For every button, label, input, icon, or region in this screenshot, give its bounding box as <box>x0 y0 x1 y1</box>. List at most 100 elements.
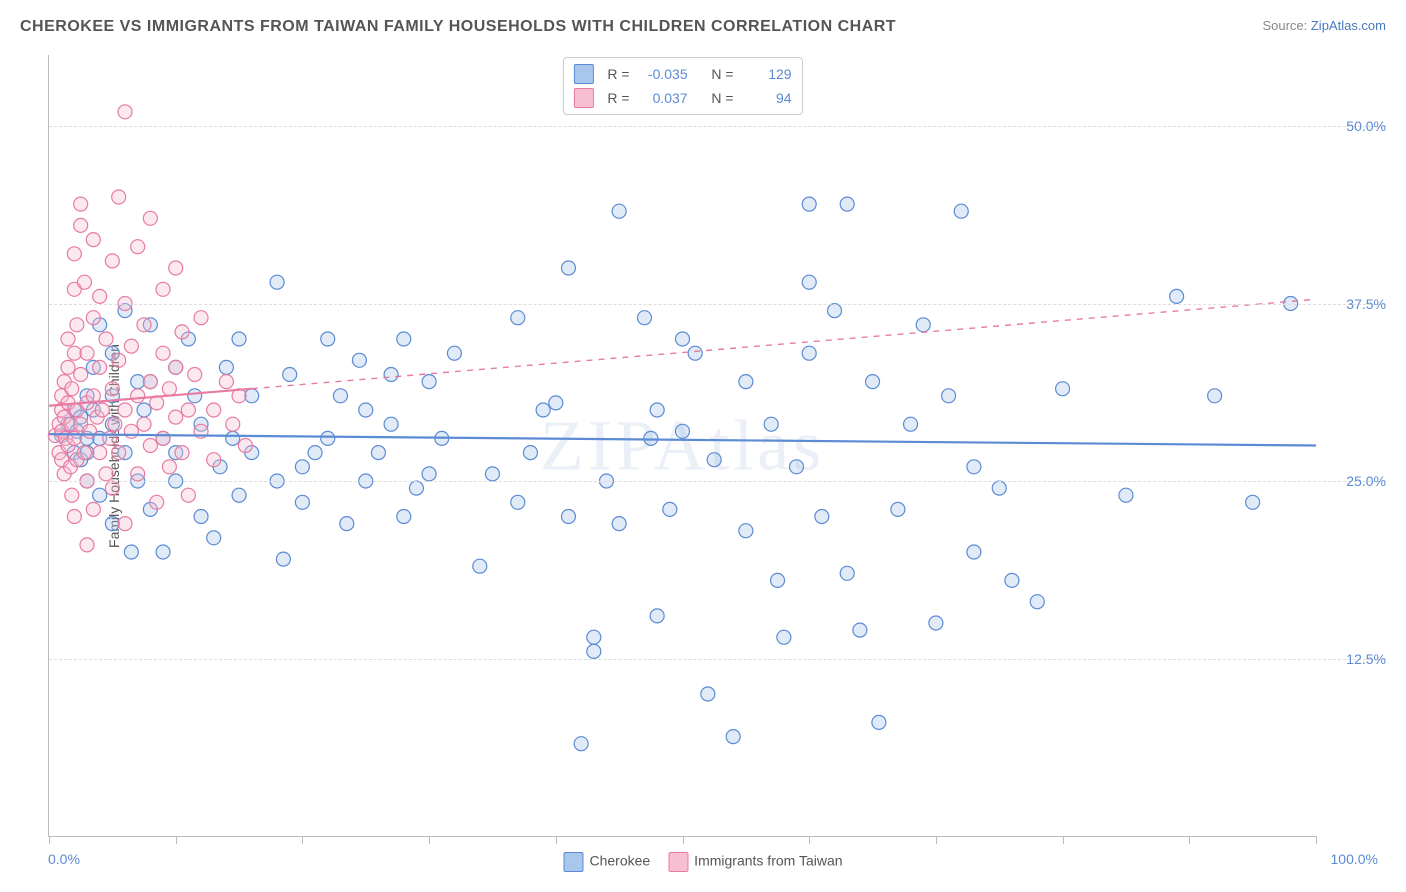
scatter-point <box>175 325 189 339</box>
scatter-point <box>967 460 981 474</box>
scatter-point <box>384 417 398 431</box>
stat-n-value: 94 <box>742 86 792 110</box>
gridline <box>49 481 1386 482</box>
scatter-point <box>485 467 499 481</box>
scatter-point <box>83 424 97 438</box>
scatter-point <box>802 346 816 360</box>
scatter-point <box>207 403 221 417</box>
scatter-point <box>1246 495 1260 509</box>
scatter-point <box>954 204 968 218</box>
scatter-point <box>118 403 132 417</box>
scatter-point <box>321 332 335 346</box>
scatter-point <box>105 382 119 396</box>
scatter-point <box>650 609 664 623</box>
scatter-point <box>511 311 525 325</box>
scatter-point <box>663 502 677 516</box>
scatter-point <box>162 460 176 474</box>
scatter-point <box>1005 573 1019 587</box>
scatter-point <box>67 510 81 524</box>
scatter-point <box>74 368 88 382</box>
scatter-point <box>143 439 157 453</box>
chart-plot-area: ZIPAtlas R =-0.035 N =129R =0.037 N =94 … <box>48 55 1316 837</box>
scatter-point <box>99 467 113 481</box>
source-link[interactable]: ZipAtlas.com <box>1311 18 1386 33</box>
scatter-point <box>992 481 1006 495</box>
scatter-point <box>156 431 170 445</box>
scatter-point <box>188 368 202 382</box>
x-axis-max-label: 100.0% <box>1331 851 1378 867</box>
scatter-point <box>112 446 126 460</box>
scatter-point <box>143 211 157 225</box>
scatter-point <box>74 197 88 211</box>
scatter-point <box>1208 389 1222 403</box>
scatter-point <box>942 389 956 403</box>
scatter-point <box>612 517 626 531</box>
scatter-point <box>112 190 126 204</box>
scatter-point <box>802 197 816 211</box>
scatter-point <box>840 197 854 211</box>
scatter-point <box>650 403 664 417</box>
scatter-point <box>853 623 867 637</box>
legend-item: Cherokee <box>563 852 650 872</box>
scatter-point <box>118 105 132 119</box>
scatter-point <box>77 275 91 289</box>
scatter-point <box>371 446 385 460</box>
scatter-point <box>118 517 132 531</box>
scatter-point <box>137 318 151 332</box>
scatter-point <box>137 417 151 431</box>
scatter-point <box>904 417 918 431</box>
scatter-point <box>739 524 753 538</box>
scatter-point <box>359 403 373 417</box>
scatter-point <box>612 204 626 218</box>
x-tick <box>556 836 557 844</box>
scatter-point <box>397 332 411 346</box>
scatter-point <box>77 446 91 460</box>
scatter-point <box>771 573 785 587</box>
scatter-point <box>574 737 588 751</box>
scatter-point <box>764 417 778 431</box>
scatter-point <box>283 368 297 382</box>
scatter-point <box>108 417 122 431</box>
legend-label: Immigrants from Taiwan <box>694 853 842 869</box>
scatter-point <box>156 282 170 296</box>
scatter-point <box>80 538 94 552</box>
scatter-point <box>137 403 151 417</box>
y-tick-label: 50.0% <box>1326 118 1386 134</box>
scatter-point <box>131 467 145 481</box>
scatter-point <box>74 218 88 232</box>
y-tick-label: 12.5% <box>1326 651 1386 667</box>
scatter-point <box>131 389 145 403</box>
scatter-point <box>1170 289 1184 303</box>
scatter-point <box>1056 382 1070 396</box>
scatter-point <box>409 481 423 495</box>
scatter-point <box>676 332 690 346</box>
scatter-point <box>308 446 322 460</box>
scatter-point <box>384 368 398 382</box>
scatter-point <box>270 275 284 289</box>
scatter-point <box>929 616 943 630</box>
scatter-point <box>295 460 309 474</box>
scatter-point <box>86 502 100 516</box>
scatter-point <box>422 375 436 389</box>
scatter-point <box>131 375 145 389</box>
scatter-point <box>707 453 721 467</box>
scatter-point <box>688 346 702 360</box>
scatter-point <box>352 353 366 367</box>
scatter-point <box>67 346 81 360</box>
scatter-point <box>112 353 126 367</box>
scatter-point <box>93 289 107 303</box>
scatter-point <box>238 439 252 453</box>
scatter-point <box>536 403 550 417</box>
scatter-point <box>175 446 189 460</box>
scatter-point <box>105 254 119 268</box>
scatter-point <box>587 630 601 644</box>
legend-swatch <box>573 64 593 84</box>
legend-swatch <box>668 852 688 872</box>
scatter-point <box>511 495 525 509</box>
stat-r-value: -0.035 <box>638 62 688 86</box>
scatter-point <box>169 360 183 374</box>
chart-title: CHEROKEE VS IMMIGRANTS FROM TAIWAN FAMIL… <box>20 18 896 35</box>
scatter-point <box>422 467 436 481</box>
scatter-point <box>815 510 829 524</box>
x-tick <box>683 836 684 844</box>
